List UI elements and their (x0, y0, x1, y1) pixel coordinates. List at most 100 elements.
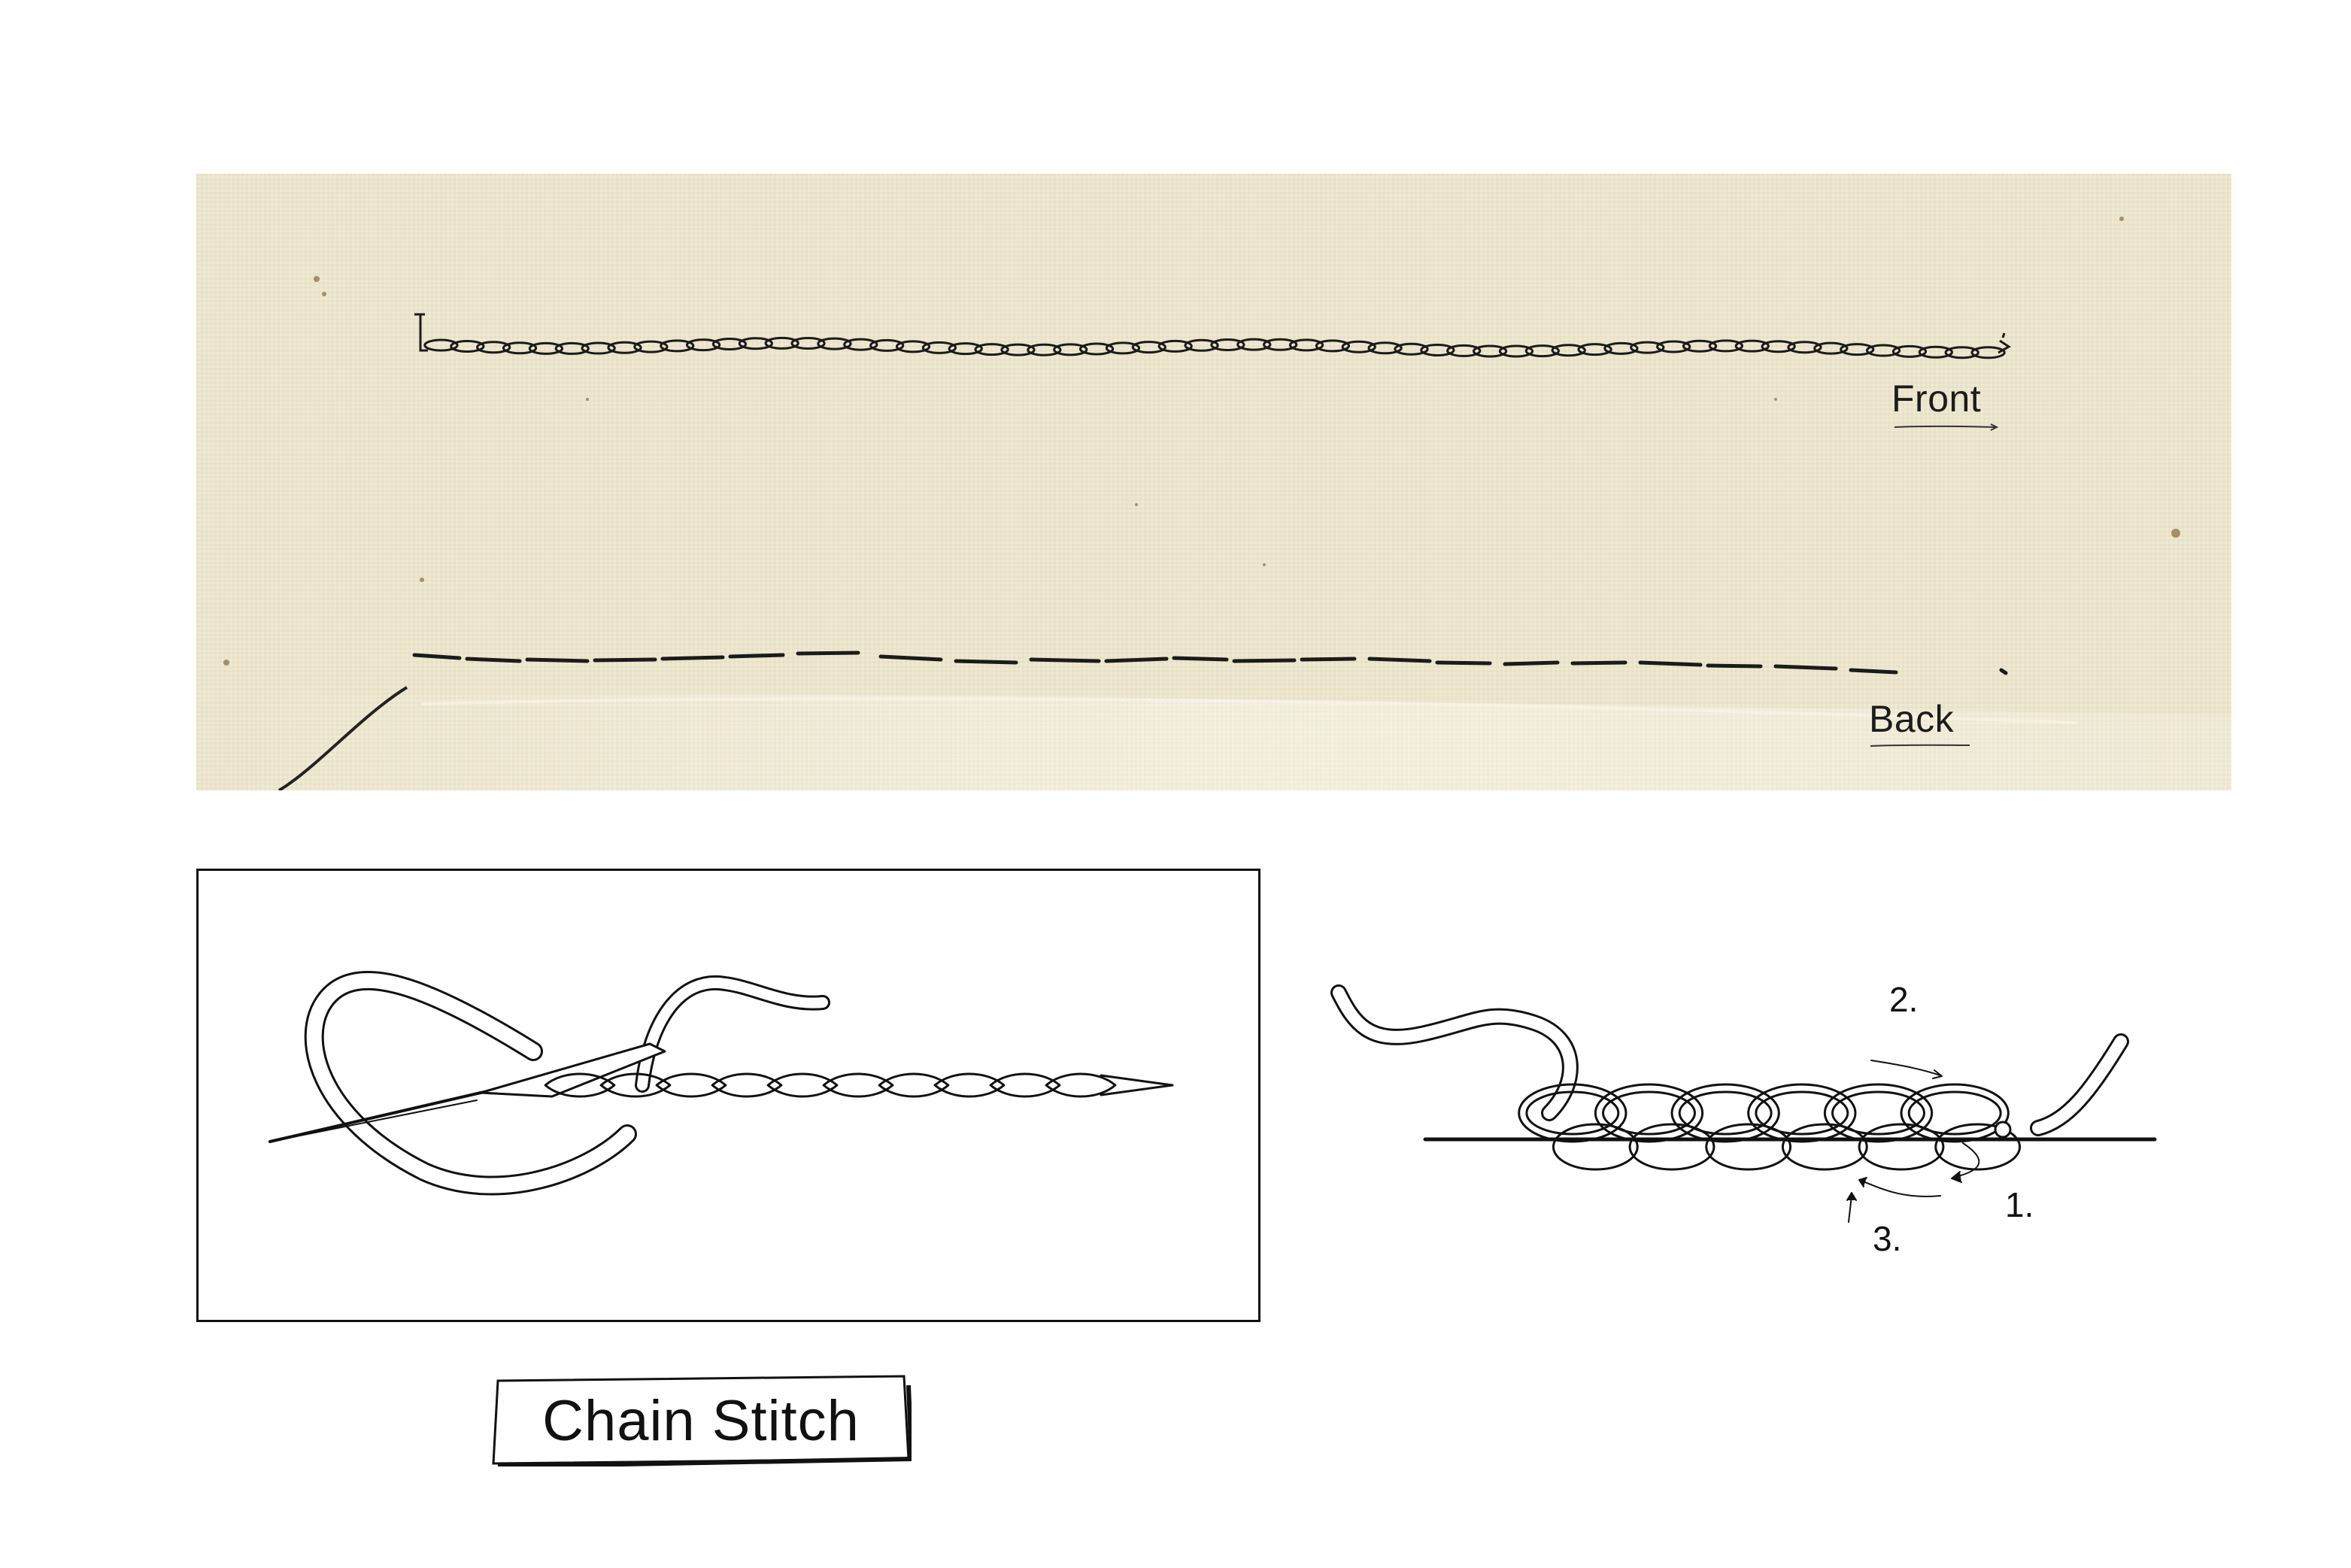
chain-link (822, 1072, 894, 1098)
stitch-loop-under (1628, 1123, 1715, 1171)
chain-link (1367, 341, 1403, 355)
stitch-loop-inner (1755, 1090, 1849, 1136)
chain-link (476, 341, 511, 354)
chain-link (790, 336, 826, 350)
chain-link (711, 1072, 783, 1098)
stitch-loop-inner (1678, 1090, 1773, 1136)
chain-link (1891, 344, 1928, 358)
stitch-loop (1747, 1083, 1857, 1143)
stitch-loop-under (1705, 1123, 1792, 1171)
stitch-loop (1518, 1083, 1627, 1143)
chain-link (502, 341, 538, 355)
stitch-loop-inner (1525, 1090, 1620, 1136)
chain-link (989, 1072, 1061, 1098)
chain-link (1761, 340, 1796, 353)
front-chain-stitch (414, 313, 2011, 359)
chain-link (1045, 1072, 1117, 1098)
chain-link (1053, 343, 1088, 356)
chain-link (766, 1072, 839, 1098)
chain-link (1341, 340, 1376, 353)
chain-link (1603, 341, 1639, 355)
steps-diagram: 1. 2. 3. (1309, 963, 2181, 1294)
needle-diagram (268, 970, 1174, 1196)
chain-link (1918, 345, 1953, 359)
chain-link (1236, 338, 1272, 351)
step-1-label: 1. (2005, 1185, 2034, 1224)
chain-link (1970, 346, 2006, 359)
chain-link (1131, 341, 1166, 354)
chain-link (738, 337, 773, 350)
chain-link (1210, 338, 1245, 351)
stitch-loop-under (1858, 1123, 1945, 1171)
stitch-loop (1670, 1083, 1780, 1143)
chain-link (1472, 344, 1508, 358)
chain-link (1184, 338, 1219, 352)
steps-diagram-illustration (1330, 984, 2157, 1223)
stitch-loop-under (1781, 1123, 1868, 1171)
back-running-stitch (412, 651, 2008, 675)
chain-link (1734, 339, 1770, 353)
chain-link (1000, 343, 1036, 356)
chain-link (869, 338, 905, 352)
chain-link (1944, 346, 1979, 359)
chain-link (685, 338, 721, 352)
fabric-sample-illustration (196, 174, 2231, 790)
chain-link (817, 337, 852, 350)
chain-link (633, 340, 669, 353)
chain-link (1078, 342, 1115, 356)
chain-link (1498, 344, 1534, 358)
chain-link (878, 1072, 950, 1098)
chain-link (660, 339, 695, 353)
chain-link (1840, 343, 1875, 356)
chain-link (1813, 341, 1849, 355)
front-label: Front (1891, 378, 1982, 420)
chain-link (1682, 339, 1718, 353)
stitch-loop-inner (1907, 1090, 2002, 1136)
title-tag: Chain Stitch (490, 1375, 912, 1466)
chain-link (1288, 338, 1324, 352)
chain-link (544, 1072, 616, 1098)
chain-link (974, 343, 1009, 356)
needle-diagram-panel (196, 869, 1260, 1322)
chain-link (1656, 340, 1691, 353)
stitch-loop-inner (1602, 1090, 1696, 1136)
page-title: Chain Stitch (542, 1388, 860, 1453)
chain-link (450, 339, 485, 353)
chain-link (554, 341, 590, 355)
back-label: Back (1869, 698, 1955, 740)
fabric-sample-photo: Front Back (196, 174, 2231, 790)
chain-link (1394, 342, 1429, 356)
chain-link (711, 337, 748, 350)
chain-link (1787, 341, 1822, 354)
chain-link (581, 341, 616, 355)
chain-link (895, 340, 931, 353)
chain-link (528, 341, 564, 355)
chain-link (1630, 341, 1665, 354)
chain-link (921, 341, 957, 354)
step-2-label: 2. (1889, 980, 1919, 1019)
chain-link (1551, 344, 1586, 357)
stitch-loop-under (1934, 1123, 2022, 1171)
chain-link (1263, 338, 1298, 351)
stitch-loop-inner (1831, 1090, 1925, 1136)
step-3-label: 3. (1873, 1219, 1902, 1258)
chain-link (1420, 343, 1455, 356)
chain-link (1446, 344, 1482, 357)
chain-link (655, 1072, 727, 1098)
chain-link (1577, 343, 1612, 356)
stitch-loop-under (1552, 1123, 1639, 1171)
chain-link (948, 342, 983, 356)
chain-link (1524, 344, 1560, 358)
chain-link (1157, 339, 1193, 353)
chain-link (599, 1072, 672, 1098)
chain-link (764, 336, 799, 350)
stitch-loop (1823, 1083, 1934, 1143)
chain-link (1315, 339, 1351, 353)
chain-link (607, 341, 642, 354)
stitch-loop (1900, 1083, 2010, 1143)
chain-link (1708, 339, 1744, 353)
chain-link (1027, 343, 1062, 356)
chain-end-knot (1998, 332, 2011, 354)
stitch-loop (1594, 1083, 1704, 1143)
chain-link (423, 338, 459, 352)
